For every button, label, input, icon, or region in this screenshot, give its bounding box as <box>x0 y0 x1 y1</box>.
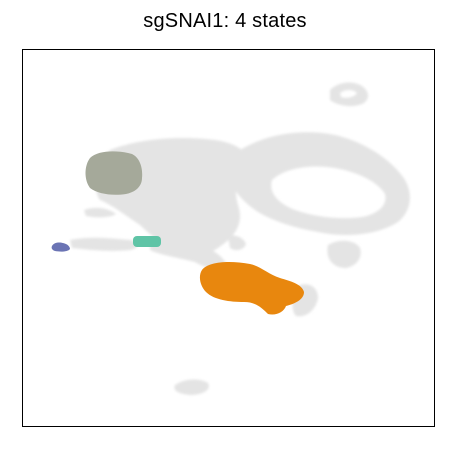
background-cells <box>70 82 410 395</box>
state-clusters <box>51 151 304 315</box>
cluster-state-3 <box>51 242 70 252</box>
cluster-state-2 <box>133 236 161 247</box>
chart-title: sgSNAI1: 4 states <box>143 10 307 32</box>
plot-frame <box>22 49 435 427</box>
cluster-state-1 <box>85 151 143 195</box>
cluster-state-4 <box>199 262 304 315</box>
